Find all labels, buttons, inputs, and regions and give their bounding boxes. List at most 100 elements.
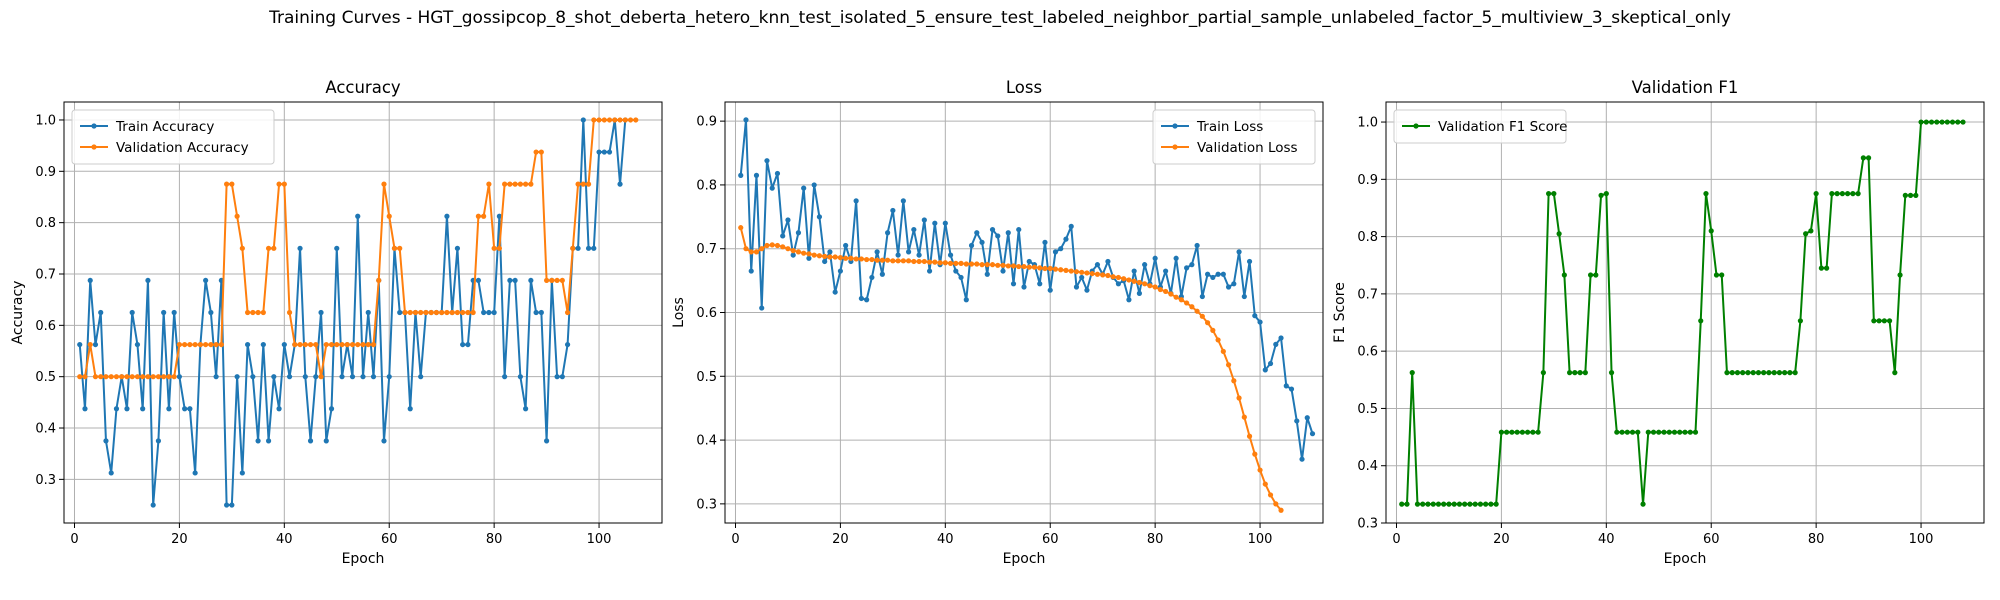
data-point (187, 341, 193, 348)
data-point (858, 256, 864, 262)
data-point (785, 217, 791, 223)
data-point (286, 374, 293, 380)
data-point (1729, 370, 1735, 376)
data-point (1425, 501, 1431, 507)
x-tick-label: 0 (70, 532, 78, 547)
data-point (129, 309, 135, 316)
data-point (528, 181, 534, 187)
data-point (769, 242, 775, 248)
data-point (743, 246, 749, 252)
data-point (1225, 284, 1232, 290)
plot-frame (63, 101, 663, 524)
data-point (984, 262, 990, 268)
data-point (1047, 265, 1053, 272)
data-point (386, 213, 392, 219)
data-point (1246, 258, 1253, 265)
data-point (213, 341, 219, 348)
data-point (1252, 313, 1258, 319)
data-point (460, 309, 466, 316)
data-point (1267, 360, 1274, 367)
data-point (77, 341, 83, 348)
data-point (255, 309, 261, 316)
data-point (874, 257, 880, 263)
x-tick-label: 60 (1042, 532, 1059, 547)
data-point (942, 260, 948, 266)
data-point (879, 257, 885, 263)
data-point (1052, 266, 1059, 272)
legend-box (1393, 109, 1567, 144)
data-point (1803, 231, 1809, 237)
data-point (1236, 395, 1242, 401)
data-point (853, 256, 859, 262)
data-point (1713, 272, 1720, 278)
legend-label: Train Accuracy (115, 119, 214, 135)
data-point (759, 246, 765, 252)
data-point (564, 341, 571, 348)
y-tick-label: 0.9 (35, 165, 56, 180)
legend-label: Validation F1 Score (1438, 119, 1567, 135)
data-point (496, 213, 502, 219)
data-point (1278, 335, 1284, 341)
data-point (391, 245, 398, 251)
data-point (1787, 370, 1793, 376)
data-point (1084, 270, 1090, 276)
data-point (591, 117, 597, 123)
data-point (1058, 246, 1064, 252)
data-point (790, 252, 796, 258)
data-point (328, 341, 335, 348)
data-point (1220, 271, 1226, 277)
data-point (1561, 272, 1567, 278)
data-point (1629, 429, 1636, 435)
data-point (134, 341, 141, 348)
data-point (890, 207, 896, 214)
data-point (1273, 501, 1279, 507)
panel-title: Loss (1006, 78, 1042, 97)
data-point (753, 172, 760, 178)
data-point (486, 181, 492, 187)
data-point (1073, 269, 1080, 275)
data-point (1866, 155, 1872, 161)
legend-box (1152, 109, 1316, 165)
data-point (444, 213, 450, 219)
data-point (439, 309, 445, 316)
data-point (1309, 431, 1316, 437)
data-point (507, 277, 513, 284)
data-point (811, 252, 817, 258)
data-point (1231, 281, 1237, 287)
x-tick-label: 0 (1392, 532, 1400, 547)
data-point (1535, 429, 1541, 435)
data-point (906, 258, 912, 264)
data-point (822, 258, 828, 265)
data-point (963, 261, 969, 267)
y-tick-label: 0.3 (35, 473, 56, 488)
data-point (1236, 249, 1242, 255)
data-point (334, 341, 340, 348)
data-point (633, 117, 639, 123)
data-point (900, 198, 906, 204)
data-point (339, 341, 345, 348)
data-point (1918, 119, 1924, 125)
data-point (748, 268, 754, 274)
data-point (1063, 236, 1069, 242)
data-point (1782, 370, 1788, 376)
data-point (1215, 271, 1221, 277)
data-point (475, 213, 481, 219)
data-point (418, 374, 424, 380)
data-point (1860, 155, 1866, 161)
data-point (916, 258, 922, 265)
x-tick-label: 20 (832, 532, 849, 547)
y-tick-label: 0.7 (1357, 287, 1378, 302)
data-point (932, 259, 938, 265)
data-point (203, 277, 209, 284)
data-point (1483, 501, 1489, 507)
data-point (1703, 191, 1709, 197)
data-point (1719, 272, 1725, 278)
data-point (911, 226, 917, 233)
data-point (150, 502, 156, 508)
data-point (759, 305, 765, 311)
legend-swatch-marker (1172, 123, 1178, 129)
data-point (774, 170, 781, 177)
data-point (140, 374, 146, 380)
data-point (239, 245, 245, 251)
